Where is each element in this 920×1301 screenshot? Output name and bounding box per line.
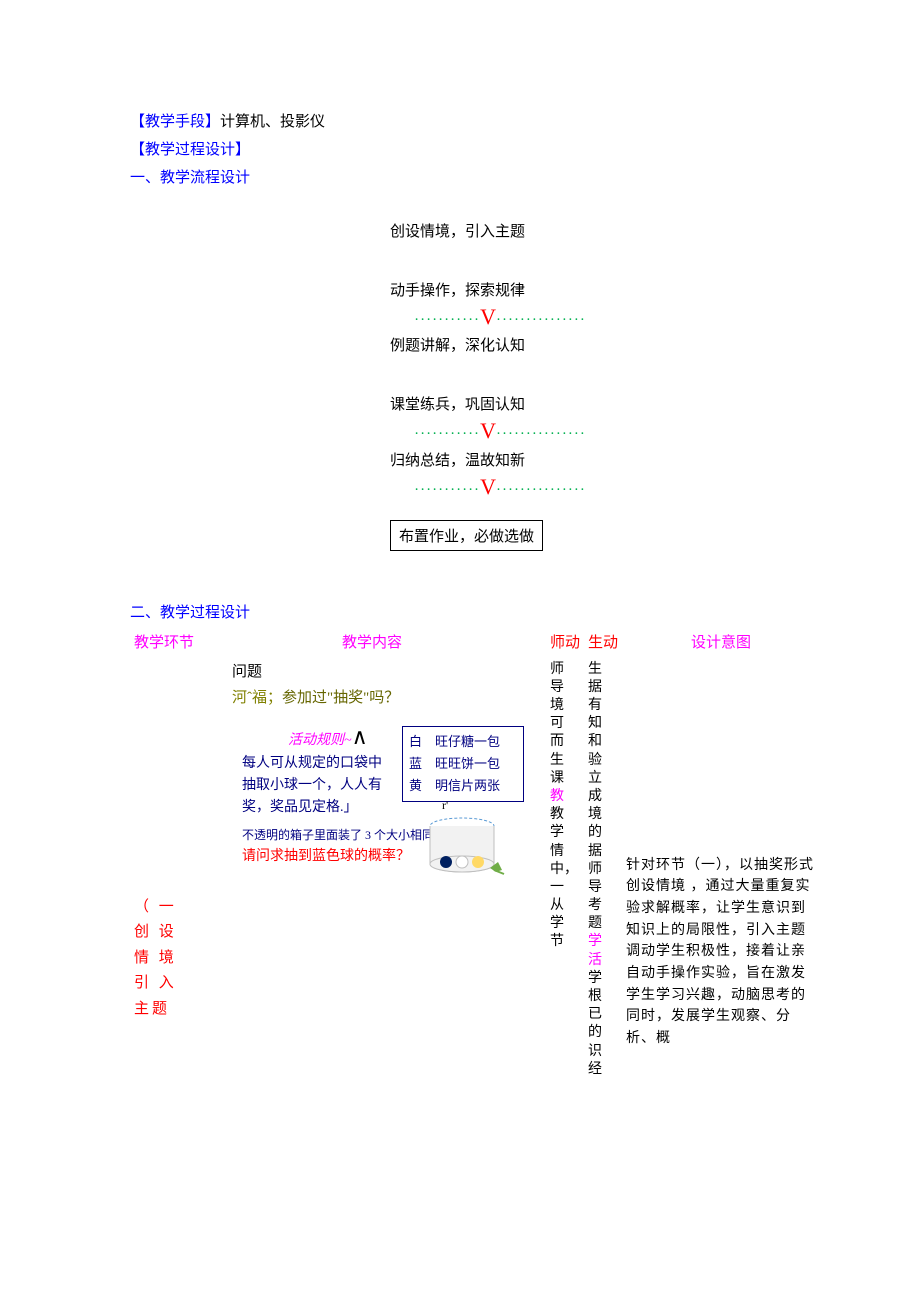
flow-arrow-5: ···········V···············	[390, 474, 610, 500]
flow-title: 一、教学流程设计	[130, 166, 800, 190]
document-page: 【教学手段】计算机、投影仪 【教学过程设计】 一、教学流程设计 创设情境，引入主…	[0, 0, 920, 1121]
teaching-means-line: 【教学手段】计算机、投影仪	[130, 110, 800, 134]
question-label: 问题	[232, 661, 542, 684]
process-design-label: 【教学过程设计】	[130, 138, 800, 162]
th-student: 生动	[588, 632, 618, 655]
flowchart: 创设情境，引入主题 动手操作，探索规律 ···········V········…	[390, 220, 610, 551]
col-design: 设计意图 针对环节（一），以抽奖形式创设情境 ，通过大量重复实验求解概率，让学生…	[622, 630, 820, 1052]
phase-label: （ 一 创 设 情 境 引 入 主题	[134, 895, 194, 1023]
flow-step-4: 课堂练兵，巩固认知	[390, 393, 610, 414]
th-design: 设计意图	[626, 632, 816, 655]
rules-area: 活动规则~∧ 每人可从规定的口袋中抽取小球一个，人人有奖，奖品见定格.」 白 旺…	[232, 720, 542, 867]
r-char: r'	[442, 796, 448, 814]
col-phase: 教学环节 （ 一 创 设 情 境 引 入 主题	[130, 630, 198, 1024]
flow-step-1: 创设情境，引入主题	[390, 220, 610, 241]
means-text: 计算机、投影仪	[220, 114, 325, 130]
cylinder-diagram	[422, 814, 512, 884]
means-label: 【教学手段】	[130, 114, 220, 130]
prize-row-3: 黄 明信片两张	[409, 775, 517, 797]
prize-row-1: 白 旺仔糖一包	[409, 731, 517, 753]
flow-arrow-2: ···········V···············	[390, 304, 610, 330]
th-phase: 教学环节	[134, 632, 194, 655]
flow-title-text: 一、教学流程设计	[130, 170, 250, 186]
th-content: 教学内容	[202, 632, 542, 655]
flow-step-3: 例题讲解，深化认知	[390, 334, 610, 355]
col-student: 生动 生据有知和验立成境的据师导考题学活学根已的识经	[584, 630, 622, 1081]
lesson-table: 教学环节 （ 一 创 设 情 境 引 入 主题 教学内容 问题 河ˆ福；参加过"…	[130, 630, 800, 1081]
design-text: 针对环节（一），以抽奖形式创设情境 ，通过大量重复实验求解概率，让学生意识到知识…	[626, 855, 816, 1050]
th-teacher: 师动	[550, 632, 580, 655]
flow-step-2: 动手操作，探索规律	[390, 279, 610, 300]
flow-step-5: 归纳总结，温故知新	[390, 449, 610, 470]
content-body: 问题 河ˆ福；参加过"抽奖"吗？ 活动规则~∧ 每人可从规定的口袋中抽取小球一个…	[202, 661, 542, 867]
process-label: 【教学过程设计】	[130, 142, 250, 158]
section2-title: 二、教学过程设计	[130, 601, 800, 622]
rule-body: 每人可从规定的口袋中抽取小球一个，人人有奖，奖品见定格.」	[242, 753, 382, 820]
flow-arrow-4: ···········V···············	[390, 418, 610, 444]
col-content: 教学内容 问题 河ˆ福；参加过"抽奖"吗？ 活动规则~∧ 每人可从规定的口袋中抽…	[198, 630, 546, 869]
prize-box: 白 旺仔糖一包 蓝 旺旺饼一包 黄 明信片两张	[402, 726, 524, 802]
col-teacher: 师动 师导境可而生课教教学情中，一从学节	[546, 630, 584, 954]
flow-step-6: 布置作业，必做选做	[390, 520, 543, 551]
teacher-text: 师导境可而生课教教学情中，一从学节	[550, 661, 564, 952]
prize-row-2: 蓝 旺旺饼一包	[409, 753, 517, 775]
student-text: 生据有知和验立成境的据师导考题学活学根已的识经	[588, 661, 602, 1079]
question-text: 河ˆ福；参加过"抽奖"吗？	[232, 687, 542, 710]
flow-step-6-box: 布置作业，必做选做	[390, 514, 610, 551]
